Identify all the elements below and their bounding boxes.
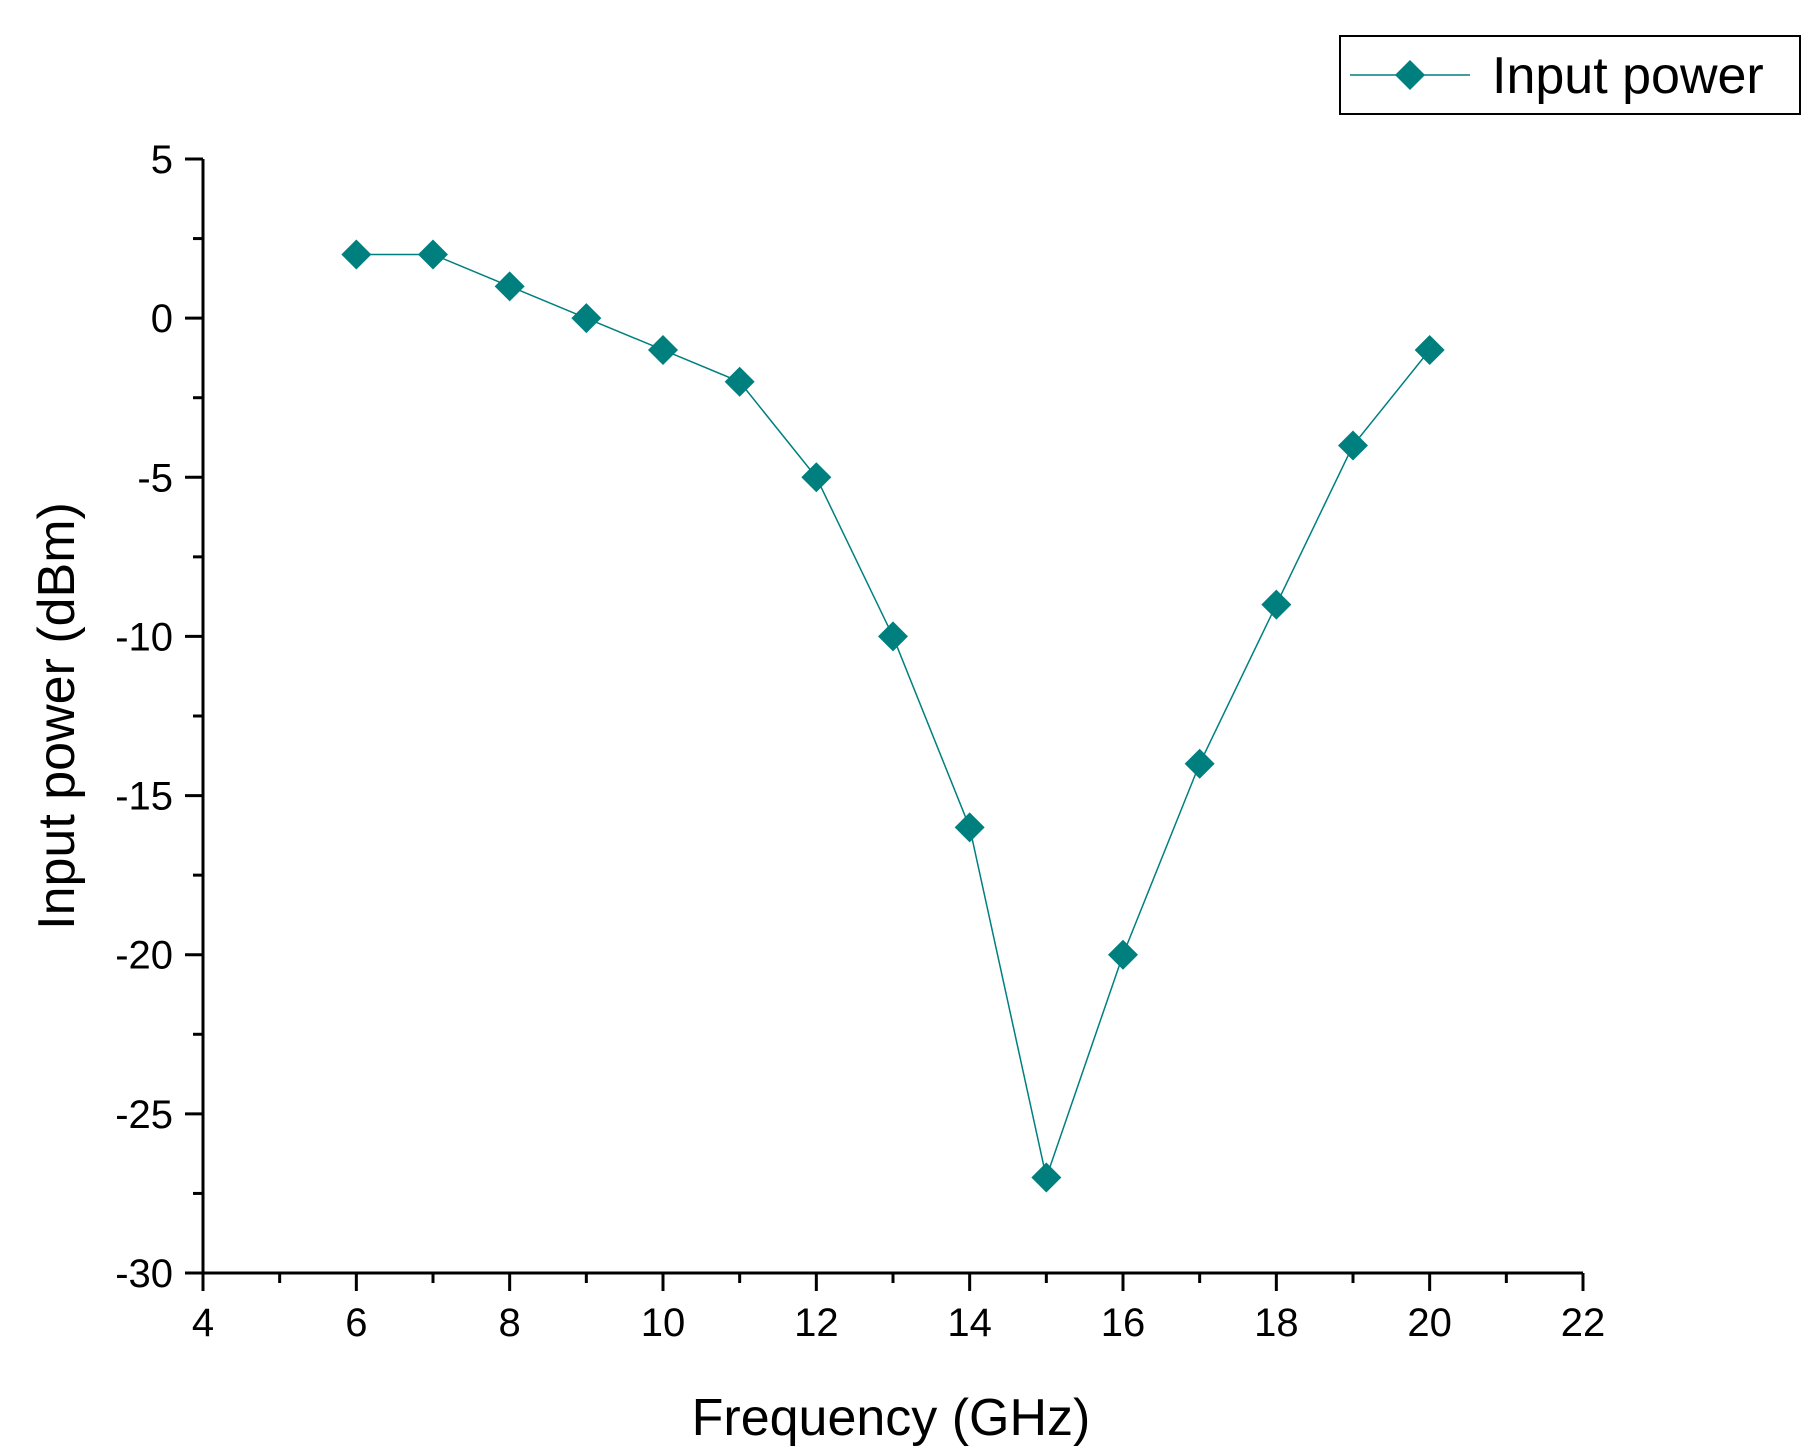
ticks: 4 6 8 10 12 14 16 18 20 22 5 0 -5 -10 -15 -20 -25 -30 [115, 138, 1605, 1345]
data-point-6ghz [341, 239, 372, 270]
x-tick-label: 4 [192, 1301, 214, 1345]
y-tick-label: -30 [115, 1252, 173, 1296]
x-axis-title: Frequency (GHz) [692, 1389, 1091, 1447]
y-tick-label: -15 [115, 775, 173, 819]
x-tick-label: 18 [1254, 1301, 1299, 1345]
x-tick-label: 12 [794, 1301, 839, 1345]
x-tick-label: 22 [1561, 1301, 1606, 1345]
y-axis-title: Input power (dBm) [28, 502, 86, 930]
x-tick-label: 8 [499, 1301, 521, 1345]
data-point-8ghz [494, 271, 525, 302]
data-point-18ghz [1261, 589, 1292, 620]
data-point-19ghz [1338, 430, 1368, 461]
x-tick-label: 6 [345, 1301, 367, 1345]
y-tick-label: -10 [115, 615, 173, 659]
series-layer [341, 239, 1445, 1193]
data-point-7ghz [418, 239, 448, 270]
x-tick-label: 20 [1407, 1301, 1452, 1345]
data-point-14ghz [954, 812, 985, 843]
legend-label: Input power [1492, 47, 1764, 105]
data-point-15ghz [1031, 1162, 1062, 1193]
x-tick-label: 16 [1101, 1301, 1146, 1345]
x-tick-label: 10 [641, 1301, 686, 1345]
axes [201, 159, 1583, 1275]
data-point-17ghz [1184, 748, 1215, 779]
y-tick-label: -5 [137, 456, 173, 500]
data-point-13ghz [878, 621, 908, 652]
data-point-11ghz [724, 366, 755, 397]
data-point-10ghz [648, 334, 678, 365]
x-tick-label: 14 [947, 1301, 992, 1345]
legend: Input power [1339, 35, 1801, 115]
legend-marker-diamond [1395, 60, 1425, 90]
series-line-input-power [356, 253, 1431, 1181]
y-tick-label: -25 [115, 1093, 173, 1137]
data-point-9ghz [571, 303, 602, 334]
y-tick-label: 5 [151, 138, 173, 182]
y-tick-label: 0 [151, 297, 173, 341]
data-point-20ghz [1414, 334, 1445, 365]
data-point-16ghz [1108, 939, 1138, 970]
y-tick-label: -20 [115, 934, 173, 978]
data-point-12ghz [801, 462, 832, 493]
